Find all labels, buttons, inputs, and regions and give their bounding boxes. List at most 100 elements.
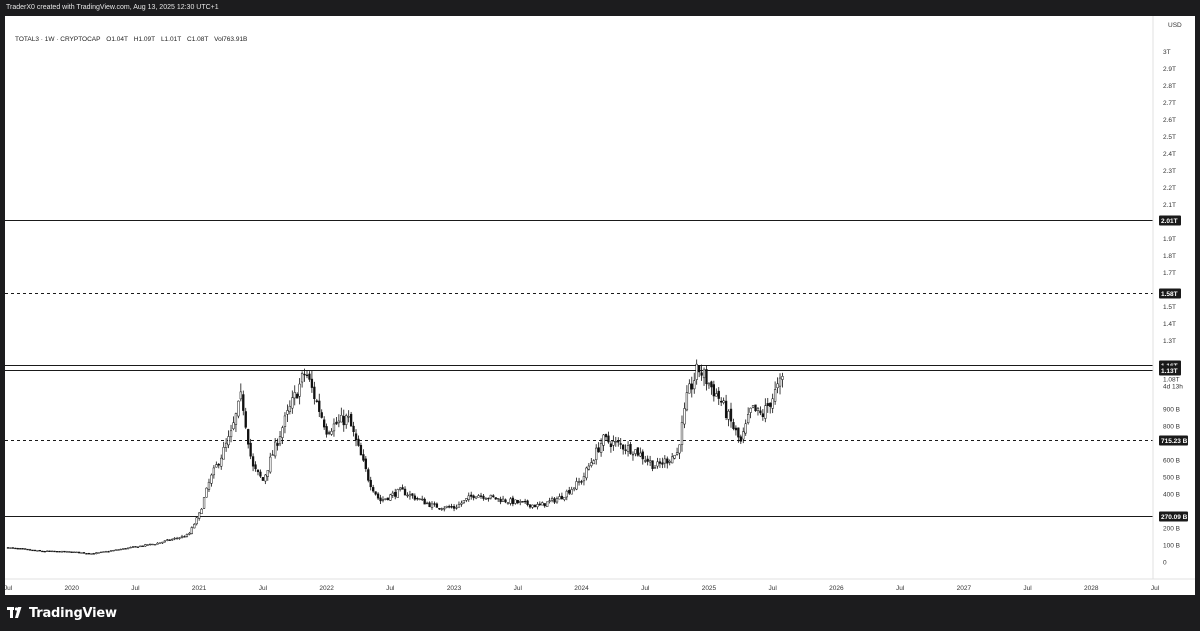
weekly-candle [210,473,213,487]
level-price-badge-label: 270.09 B [1161,514,1188,521]
weekly-candle [472,494,475,501]
candle-body [761,413,765,417]
candle-body [712,384,715,397]
candle-body [722,400,725,403]
weekly-candle [251,453,255,472]
weekly-candle [580,479,583,485]
candle-body [19,548,22,550]
weekly-candle [185,533,189,538]
candle-body [372,487,375,492]
weekly-candle [624,444,627,455]
weekly-candle [710,380,713,395]
candle-body [423,498,426,505]
weekly-candle [773,381,777,405]
candle-body [254,464,257,470]
candle-body [715,393,718,397]
weekly-candle [622,444,625,455]
candle-body [394,491,397,497]
candle-body [48,550,51,552]
weekly-candle [715,388,718,397]
candle-body [438,508,441,510]
weekly-candle [293,385,296,406]
candle-body [381,499,385,501]
candle-body [538,503,541,506]
candle-body [369,479,372,488]
weekly-candle [122,548,125,550]
weekly-candle [612,435,615,451]
candle-body [379,497,382,502]
candle-body [737,427,740,438]
weekly-candle [163,540,167,543]
price-tick-label: 1.4T [1163,321,1176,328]
weekly-candle [308,371,311,382]
weekly-candle [229,424,233,443]
weekly-candle [754,404,757,412]
weekly-candle [313,381,316,405]
weekly-candle [278,430,282,447]
weekly-candle [448,504,451,509]
weekly-candle [558,493,561,500]
candle-body [440,508,443,510]
weekly-candle [372,484,375,493]
candle-body [776,383,779,389]
weekly-candle [737,427,740,443]
candle-body [565,490,568,498]
weekly-candle [548,497,551,504]
candle-body [293,392,296,399]
weekly-candle [702,367,706,386]
weekly-candle [572,487,576,492]
candle-body [646,458,649,462]
candle-body [281,427,284,438]
weekly-candle [26,548,29,551]
candle-body [673,454,676,459]
weekly-candle [82,552,86,554]
candle-body [288,405,291,412]
candle-body [109,550,113,552]
time-axis[interactable]: Jul 2020 Jul 2021 Jul 2022 Jul 2023 Jul 2024 Jul 20… [5,578,1195,592]
weekly-candle [283,412,287,434]
weekly-candle [455,504,458,510]
weekly-candle [291,390,294,414]
weekly-candle [440,507,443,511]
weekly-candle [678,444,681,460]
weekly-candle [766,397,769,413]
weekly-candle [482,494,485,501]
weekly-candle [396,488,399,498]
candle-body [764,405,767,419]
candle-body [636,447,640,456]
last-price-label: 1.08T [1163,376,1180,383]
price-axis[interactable]: USD 0 100 B 200 B 400 B 500 B 600 B 800 B 900 B 1… [1152,16,1188,579]
weekly-candle [139,545,142,548]
tradingview-logo[interactable]: TradingView [7,605,117,621]
candle-body [548,500,551,502]
candle-body [766,403,769,407]
weekly-candle [48,550,51,552]
candle-body [462,500,466,504]
candle-body [489,494,492,499]
candle-body [443,507,446,510]
price-tick-label: 500 B [1163,474,1180,481]
candle-body [220,457,223,467]
candle-body [754,404,757,412]
candle-body [398,487,402,490]
chart-area[interactable]: USD 0 100 B 200 B 400 B 500 B 600 B 800 B 900 B 1… [5,16,1195,595]
candle-body [487,497,490,500]
weekly-candle [683,402,686,429]
candle-body [95,552,98,555]
weekly-candle [729,402,733,428]
price-chart-svg[interactable]: USD 0 100 B 200 B 400 B 500 B 600 B 800 B 900 B 1… [5,16,1195,595]
candle-body [183,536,186,538]
weekly-candle [190,526,193,535]
weekly-candle [523,498,527,504]
weekly-candle [28,548,32,551]
weekly-candle [575,477,578,491]
candle-body [756,407,760,411]
weekly-candle [536,501,539,510]
candle-body [308,373,311,380]
candle-body [501,498,505,502]
weekly-candle [310,370,314,393]
time-tick-label: Jul [514,585,523,592]
candle-body [237,400,240,417]
candle-body [773,389,777,402]
weekly-candle [519,499,522,506]
